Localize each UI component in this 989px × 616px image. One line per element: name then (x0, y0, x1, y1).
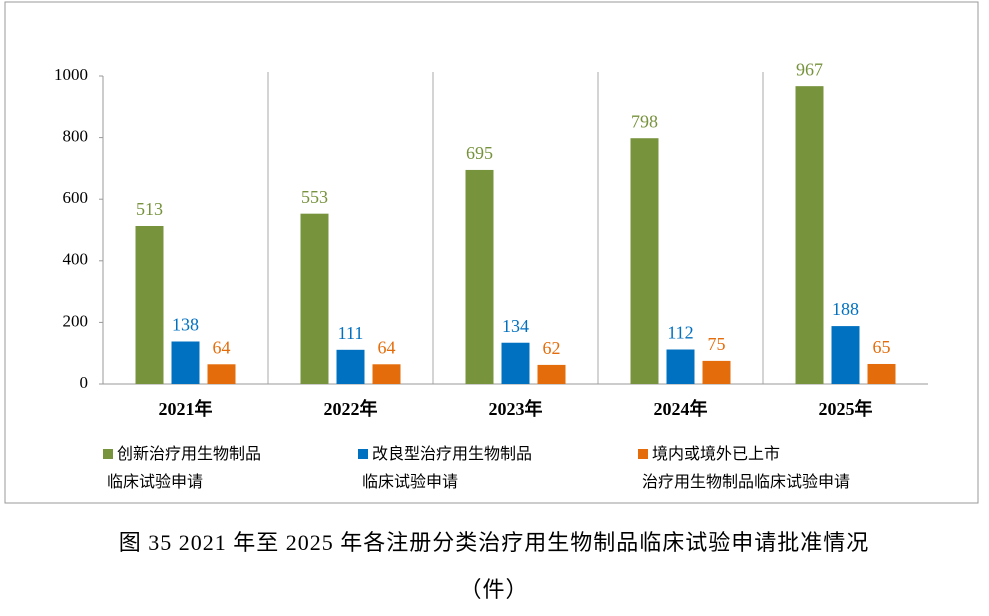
value-label: 967 (796, 59, 823, 79)
value-label: 112 (667, 323, 693, 343)
bar (135, 225, 164, 384)
legend-swatch (358, 449, 368, 459)
value-label: 695 (466, 143, 493, 163)
x-tick-label: 2024年 (654, 398, 708, 419)
y-tick-label: 600 (63, 188, 89, 207)
y-tick-label: 1000 (54, 65, 88, 84)
legend-label: 改良型治疗用生物制品临床试验申请 (362, 445, 532, 491)
value-label: 65 (873, 337, 891, 357)
value-label: 111 (338, 323, 364, 343)
x-tick-label: 2023年 (489, 398, 543, 419)
bar (171, 341, 200, 384)
bar (537, 364, 566, 384)
value-label: 62 (543, 338, 561, 358)
figure-caption: 图 35 2021 年至 2025 年各注册分类治疗用生物制品临床试验申请批准情… (119, 530, 870, 555)
value-label: 64 (213, 337, 231, 357)
x-tick-label: 2021年 (159, 398, 213, 419)
value-label: 138 (172, 315, 199, 335)
value-label: 75 (708, 334, 726, 354)
bar (336, 349, 365, 384)
bar (630, 138, 659, 384)
value-label: 134 (502, 316, 529, 336)
bar (372, 364, 401, 384)
x-tick-label: 2022年 (324, 398, 378, 419)
value-label: 798 (631, 111, 658, 131)
value-label: 188 (832, 299, 859, 319)
y-tick-label: 0 (80, 373, 89, 392)
bar (465, 169, 494, 384)
legend-label: 境内或境外已上市治疗用生物制品临床试验申请 (642, 444, 850, 491)
y-tick-label: 800 (63, 127, 89, 146)
y-tick-label: 400 (63, 250, 89, 269)
legend-swatch (103, 449, 113, 459)
bar (831, 326, 860, 384)
bar (867, 363, 896, 384)
bar (795, 86, 824, 384)
bar (501, 342, 530, 384)
bar (207, 364, 236, 384)
bar (666, 349, 695, 384)
bar (300, 213, 329, 384)
x-tick-label: 2025年 (819, 398, 873, 419)
unit-label: （件） (459, 577, 528, 602)
legend-swatch (638, 449, 648, 459)
value-label: 64 (378, 337, 396, 357)
value-label: 553 (301, 187, 328, 207)
legend-label: 创新治疗用生物制品临床试验申请 (107, 445, 261, 491)
y-tick-label: 200 (63, 311, 89, 330)
bar (702, 360, 731, 384)
value-label: 513 (136, 199, 163, 219)
